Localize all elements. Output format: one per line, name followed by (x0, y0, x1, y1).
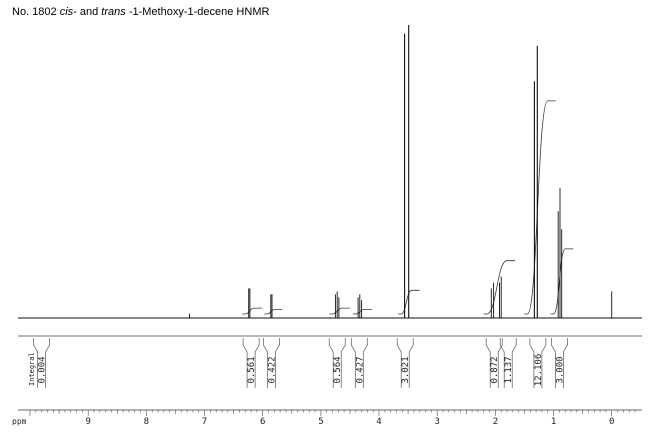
integral-3: 0.564 (328, 338, 346, 388)
integral-9: 3.000 (551, 338, 568, 388)
integral-bracket-4 (350, 338, 368, 388)
integral-0: 0.004 (33, 338, 50, 388)
integral-value-7: 1.137 (504, 356, 514, 383)
integral-curve-4 (398, 289, 420, 315)
ppm-axis-ticks: 9 8 7 6 5 4 3 2 1 0 (85, 417, 614, 427)
tick-label-2: 2 (493, 417, 498, 427)
ppm-minor-ticks (29, 410, 636, 416)
integral-values: 0.004 0.561 0.422 0.564 0.427 3.021 0.872 1.137… (33, 338, 568, 388)
integral-value-8: 12.106 (534, 354, 544, 387)
integral-1: 0.561 (242, 338, 260, 388)
tick-label-3: 3 (434, 417, 439, 427)
title-prefix: No. 1802 (12, 6, 60, 18)
integral-bracket-1 (242, 338, 260, 388)
integral-5: 3.021 (396, 338, 414, 388)
integral-curve-2 (329, 307, 350, 315)
title-middle: - and (73, 6, 102, 18)
tick-label-7: 7 (202, 417, 207, 427)
integral-value-5: 3.021 (401, 356, 411, 383)
integral-4: 0.427 (350, 338, 368, 388)
tick-label-9: 9 (85, 417, 90, 427)
integral-bracket-3 (328, 338, 346, 388)
integral-value-2: 0.422 (267, 356, 277, 383)
ppm-axis-label: ppm (12, 417, 27, 426)
integral-value-3: 0.564 (333, 356, 343, 383)
tick-label-1: 1 (551, 417, 556, 427)
tick-label-0: 0 (609, 417, 614, 427)
tick-label-8: 8 (144, 417, 149, 427)
title-trans: trans (101, 6, 126, 18)
chart-title: No. 1802 cis- and trans -1-Methoxy-1-dec… (12, 6, 269, 18)
integral-axis-label: Integral (28, 352, 36, 386)
integral-curve-6 (524, 100, 556, 315)
title-cis: cis (59, 6, 74, 18)
title-suffix: -1-Methoxy-1-decene HNMR (125, 6, 270, 18)
integral-bracket-6 (485, 338, 503, 388)
integral-bracket-9 (551, 338, 568, 388)
tick-label-5: 5 (318, 417, 323, 427)
tick-label-6: 6 (260, 417, 265, 427)
integral-value-6: 0.872 (490, 356, 500, 383)
integral-curve-3 (352, 309, 372, 315)
integral-curve-0 (242, 307, 262, 315)
spectrum-peaks (188, 25, 613, 318)
integral-7: 1.137 (499, 338, 517, 388)
tick-label-4: 4 (376, 417, 381, 427)
integral-bracket-0 (33, 338, 50, 388)
integral-bracket-8 (529, 338, 547, 388)
integral-value-9: 3.000 (555, 356, 565, 383)
integral-curve-7 (550, 248, 574, 315)
integral-6: 0.872 (485, 338, 503, 388)
integral-value-4: 0.427 (355, 356, 365, 383)
integral-bracket-5 (396, 338, 414, 388)
integral-curve-5 (483, 260, 515, 315)
integral-8: 12.106 (529, 338, 547, 388)
integral-value-0: 0.004 (38, 356, 48, 383)
integral-bracket-7 (499, 338, 517, 388)
integral-curves (242, 100, 574, 315)
integral-curve-1 (264, 309, 283, 315)
integral-2: 0.422 (263, 338, 280, 388)
integral-value-1: 0.561 (247, 356, 257, 383)
integral-bracket-2 (263, 338, 280, 388)
